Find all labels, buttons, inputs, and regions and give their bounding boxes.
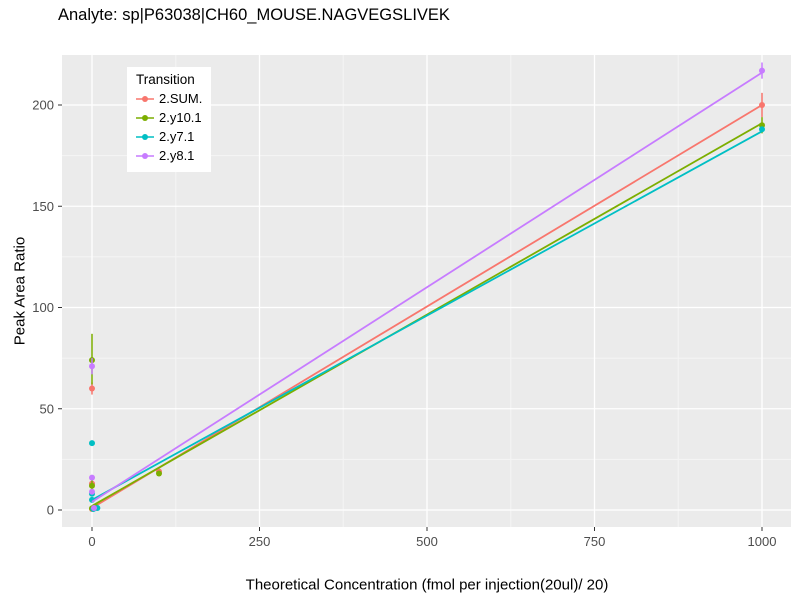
data-point <box>89 363 95 370</box>
data-point <box>759 126 765 133</box>
data-point <box>156 470 162 477</box>
legend: Transition 2.SUM. 2.y10.1 2.y7.1 2.y8.1 <box>127 67 212 172</box>
data-point <box>89 482 95 489</box>
data-point <box>759 67 765 74</box>
y-tick-label: 200 <box>32 98 54 113</box>
legend-key-icon <box>136 114 154 121</box>
data-point <box>89 488 95 495</box>
legend-label: 2.y10.1 <box>159 110 202 125</box>
x-tick-label: 500 <box>416 534 438 549</box>
x-axis-label: Theoretical Concentration (fmol per inje… <box>245 576 609 594</box>
legend-label: 2.y7.1 <box>159 129 195 144</box>
x-tick-label: 1000 <box>748 534 777 549</box>
legend-key-icon <box>136 95 154 102</box>
y-axis-label: Peak Area Ratio <box>11 236 29 346</box>
legend-item-2.SUM.: 2.SUM. <box>136 90 202 107</box>
legend-item-2.y7.1: 2.y7.1 <box>136 128 202 145</box>
y-tick-label: 150 <box>32 199 54 214</box>
data-point <box>759 102 765 108</box>
data-point <box>91 504 98 511</box>
legend-items: 2.SUM. 2.y10.1 2.y7.1 2.y8.1 <box>136 90 202 164</box>
legend-label: 2.y8.1 <box>159 148 195 163</box>
series-line-2.y7.1 <box>91 130 763 501</box>
legend-item-2.y10.1: 2.y10.1 <box>136 109 202 126</box>
legend-label: 2.SUM. <box>159 91 203 106</box>
x-tick-label: 750 <box>584 534 606 549</box>
series-line-2.SUM. <box>91 104 763 509</box>
series-line-2.y8.1 <box>91 71 763 503</box>
data-point <box>89 474 95 481</box>
legend-key-icon <box>136 133 154 140</box>
legend-key-icon <box>136 152 154 159</box>
y-tick-label: 50 <box>40 401 54 416</box>
y-tick-label: 0 <box>47 503 54 518</box>
y-tick-label: 100 <box>32 300 54 315</box>
legend-title: Transition <box>136 72 195 87</box>
data-point <box>89 385 95 392</box>
x-tick-label: 0 <box>88 534 95 549</box>
x-tick-label: 250 <box>249 534 271 549</box>
chart-title: Analyte: sp|P63038|CH60_MOUSE.NAGVEGSLIV… <box>58 6 450 24</box>
data-point <box>89 440 95 447</box>
legend-item-2.y8.1: 2.y8.1 <box>136 147 202 164</box>
